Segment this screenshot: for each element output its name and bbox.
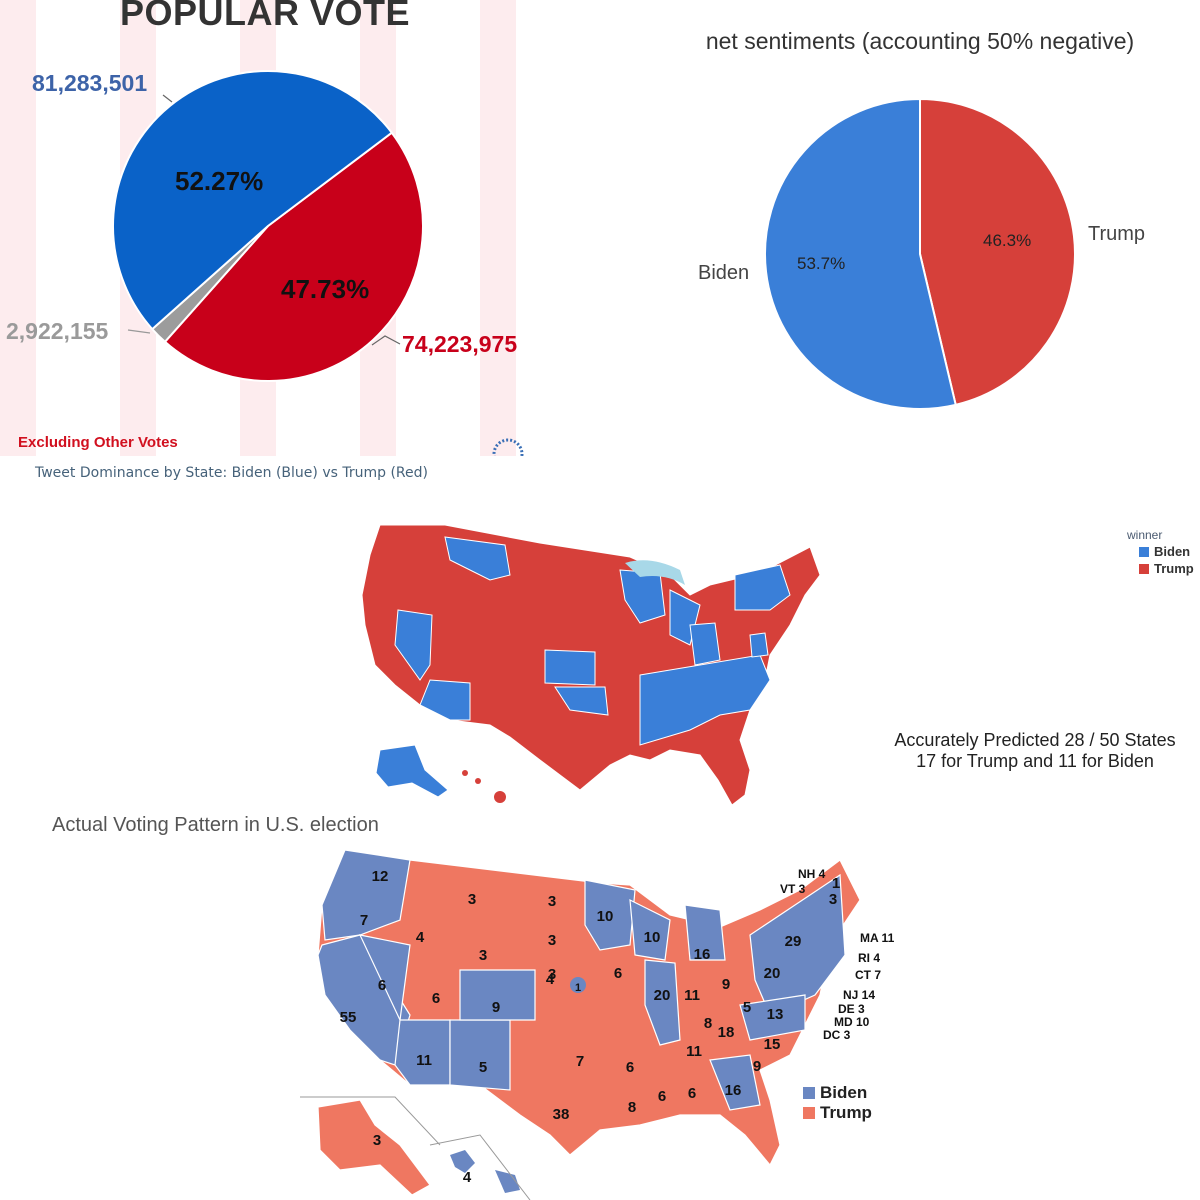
seal-icon <box>492 438 524 456</box>
actual-swatch-biden <box>803 1087 815 1099</box>
electoral-vote-label: 12 <box>372 868 389 885</box>
electoral-vote-label: 6 <box>688 1085 696 1102</box>
other-vote-count: 2,922,155 <box>6 318 109 344</box>
state-callout-label: MA 11 <box>860 931 895 945</box>
electoral-vote-label: 1 <box>832 875 840 892</box>
legend-swatch-biden <box>1139 547 1149 557</box>
tweet-dominance-map <box>361 524 821 806</box>
electoral-vote-label: 10 <box>644 929 661 946</box>
electoral-vote-label: 4 <box>463 1169 472 1186</box>
trump-vote-count: 74,223,975 <box>402 331 518 357</box>
sentiment-pie <box>764 97 1076 410</box>
electoral-vote-label: 3 <box>479 947 487 964</box>
electoral-vote-label: 6 <box>614 965 622 982</box>
electoral-vote-label: 55 <box>340 1009 357 1026</box>
electoral-vote-label: 6 <box>378 977 386 994</box>
electoral-vote-label: 3 <box>548 966 556 983</box>
actual-legend-biden: Biden <box>803 1083 867 1103</box>
electoral-vote-label: 3 <box>548 893 556 910</box>
electoral-vote-label: 9 <box>753 1058 761 1075</box>
electoral-vote-label: 15 <box>764 1036 781 1053</box>
electoral-vote-label: 4 <box>416 929 425 946</box>
electoral-vote-label: 11 <box>686 1043 702 1060</box>
electoral-vote-label: 9 <box>722 976 730 993</box>
electoral-vote-label: 38 <box>553 1106 570 1123</box>
electoral-vote-label: 7 <box>576 1053 584 1070</box>
electoral-vote-label: 5 <box>743 999 751 1016</box>
electoral-vote-label: 11 <box>416 1052 432 1069</box>
state-callout-label: NH 4 <box>798 867 826 881</box>
popular-vote-slice-biden <box>112 70 394 331</box>
electoral-vote-label: 20 <box>764 965 781 982</box>
electoral-vote-label: 6 <box>658 1088 666 1105</box>
electoral-vote-label: 29 <box>785 933 802 950</box>
electoral-vote-label: 1 <box>575 982 581 994</box>
state-callout-label: NJ 14 <box>843 988 875 1002</box>
biden-percent-label: 52.27% <box>175 166 264 196</box>
popular-vote-panel: POPULAR VOTE 81,283,501 2,922,155 74,223… <box>0 0 555 456</box>
actual-map-title: Actual Voting Pattern in U.S. election <box>52 814 379 836</box>
sentiment-title: net sentiments (accounting 50% negative) <box>705 28 1135 54</box>
popular-vote-slice-trump <box>163 131 424 382</box>
state-callout-label: DE 3 <box>838 1002 865 1016</box>
state-callout-label: CT 7 <box>855 968 881 982</box>
legend-swatch-trump <box>1139 564 1149 574</box>
electoral-vote-label: 3 <box>548 932 556 949</box>
actual-swatch-trump <box>803 1107 815 1119</box>
state-callout-label: VT 3 <box>780 882 806 896</box>
electoral-vote-label: 7 <box>360 912 368 929</box>
sentiment-biden-label: Biden <box>698 262 750 284</box>
legend-item-biden: Biden <box>1139 544 1190 559</box>
electoral-vote-label: 16 <box>725 1082 742 1099</box>
trump-percent-label: 47.73% <box>281 274 370 304</box>
sentiment-slice-biden <box>764 97 957 410</box>
electoral-vote-label: 3 <box>468 891 476 908</box>
popular-vote-pie <box>112 70 424 382</box>
legend-item-trump: Trump <box>1139 561 1194 576</box>
electoral-vote-label: 3 <box>829 891 837 908</box>
electoral-vote-label: 11 <box>684 987 700 1004</box>
legend-title: winner <box>1127 528 1163 542</box>
popular-vote-title: POPULAR VOTE <box>119 0 411 33</box>
electoral-vote-label: 16 <box>694 946 711 963</box>
sentiment-trump-percent: 46.3% <box>983 231 1032 250</box>
sentiment-slice-trump <box>919 97 1076 407</box>
actual-legend-trump: Trump <box>803 1103 872 1123</box>
sentiment-biden-percent: 53.7% <box>797 254 846 273</box>
electoral-vote-label: 9 <box>492 999 500 1016</box>
biden-vote-count: 81,283,501 <box>32 70 148 96</box>
electoral-vote-label: 8 <box>628 1099 636 1116</box>
electoral-vote-label: 13 <box>767 1006 784 1023</box>
electoral-vote-label: 6 <box>432 990 440 1007</box>
electoral-vote-label: 4 <box>546 971 555 988</box>
popular-vote-note: Excluding Other Votes <box>18 434 178 451</box>
sentiment-trump-label: Trump <box>1088 223 1146 245</box>
electoral-vote-label: 18 <box>718 1024 735 1041</box>
electoral-vote-label: 10 <box>597 908 614 925</box>
state-callout-label: RI 4 <box>858 951 880 965</box>
electoral-vote-label: 6 <box>626 1059 634 1076</box>
tweet-map-title: Tweet Dominance by State: Biden (Blue) v… <box>35 465 428 481</box>
state-callout-label: DC 3 <box>823 1028 851 1042</box>
prediction-note-line1: Accurately Predicted 28 / 50 States <box>894 730 1176 750</box>
electoral-vote-label: 8 <box>704 1015 712 1032</box>
state-callout-label: MD 10 <box>834 1015 870 1029</box>
electoral-vote-label: 20 <box>654 987 671 1004</box>
electoral-vote-label: 3 <box>373 1132 381 1149</box>
prediction-note: Accurately Predicted 28 / 50 States 17 f… <box>870 730 1200 772</box>
prediction-note-line2: 17 for Trump and 11 for Biden <box>916 751 1154 771</box>
electoral-vote-label: 5 <box>479 1059 487 1076</box>
